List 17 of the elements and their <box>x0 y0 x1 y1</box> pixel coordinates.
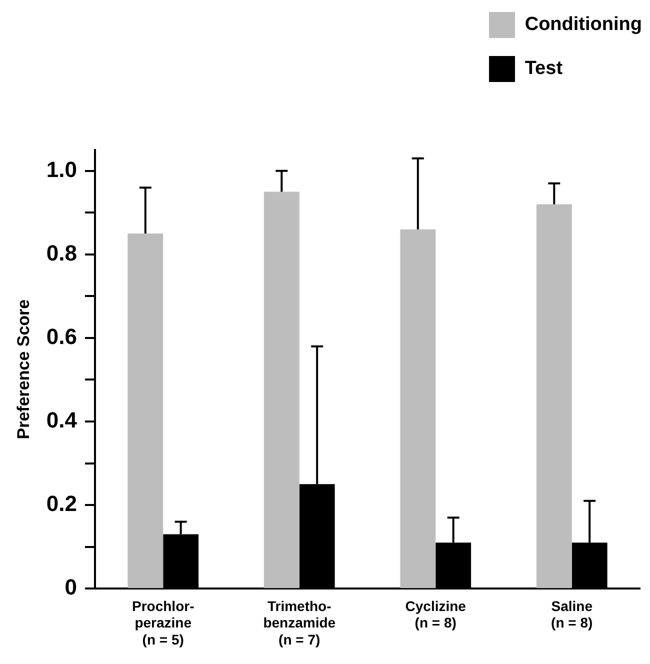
y-tick-label: 0.4 <box>46 408 78 433</box>
x-tick-label: Saline (n = 8) <box>551 598 593 631</box>
y-tick-label: 0.8 <box>46 240 77 266</box>
legend-label: Conditioning <box>524 14 642 36</box>
x-tick-label: Cyclizine (n = 8) <box>405 598 466 631</box>
y-tick-label: 0.6 <box>46 324 77 350</box>
bar <box>400 229 436 588</box>
y-tick-label: 1.0 <box>46 156 77 182</box>
bar <box>264 192 300 588</box>
y-axis-title: Preference Score <box>14 299 33 440</box>
legend-label: Test <box>524 58 563 80</box>
bar <box>536 204 572 588</box>
x-tick-label: Prochlor- perazine (n = 5) <box>132 598 195 648</box>
bar <box>128 234 164 588</box>
x-tick-label: Trimetho- benzamide (n = 7) <box>263 598 336 648</box>
y-tick-label: 0 <box>64 574 77 600</box>
y-tick-label: 0.2 <box>46 491 77 516</box>
